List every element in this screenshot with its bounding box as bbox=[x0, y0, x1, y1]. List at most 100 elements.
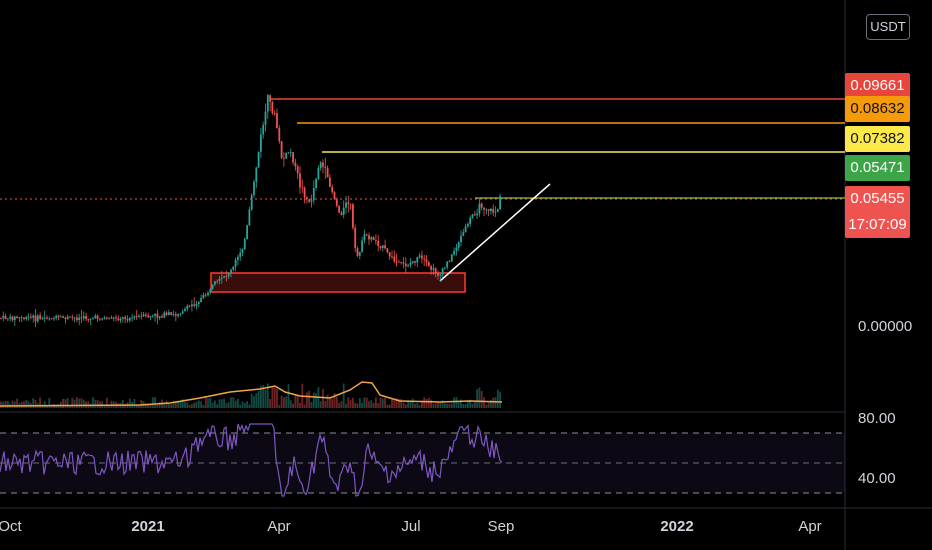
price-tag-yellow: 0.07382 bbox=[845, 126, 910, 152]
candle-body bbox=[161, 316, 163, 318]
volume-bar bbox=[299, 402, 301, 408]
trend-line[interactable] bbox=[439, 183, 551, 282]
price-tag-orange: 0.08632 bbox=[845, 96, 910, 122]
volume-bar bbox=[467, 400, 469, 408]
candle-body bbox=[204, 294, 207, 296]
volume-bar bbox=[66, 397, 69, 408]
volume-bar bbox=[214, 400, 216, 408]
volume-bar bbox=[363, 397, 366, 408]
candle-body bbox=[216, 280, 219, 282]
candle-body bbox=[57, 315, 60, 317]
candle-body bbox=[349, 204, 352, 205]
volume-bar bbox=[237, 398, 239, 408]
candle-body bbox=[140, 315, 143, 317]
candle-body bbox=[179, 313, 182, 315]
candle-body bbox=[276, 113, 278, 129]
candle-body bbox=[402, 262, 405, 264]
candle-body bbox=[80, 317, 83, 319]
x-axis-label: Oct bbox=[0, 518, 22, 535]
candle-body bbox=[427, 262, 430, 267]
candle-body bbox=[103, 317, 106, 319]
candle-body bbox=[444, 267, 446, 269]
volume-bar bbox=[262, 385, 265, 408]
candle-body bbox=[262, 124, 265, 135]
volume-bar bbox=[319, 401, 322, 408]
volume-bar bbox=[264, 389, 267, 408]
candle-body bbox=[384, 245, 386, 249]
candle-body bbox=[165, 312, 168, 315]
candle-body bbox=[372, 237, 375, 241]
volume-bar bbox=[260, 385, 262, 408]
volume-bar bbox=[473, 401, 476, 408]
candle-body bbox=[85, 316, 87, 320]
volume-bar bbox=[145, 403, 147, 408]
candle-body bbox=[191, 304, 193, 307]
currency-button[interactable]: USDT bbox=[866, 14, 910, 40]
volume-bar bbox=[283, 397, 285, 408]
volume-bar bbox=[365, 397, 368, 408]
candle-body bbox=[347, 202, 350, 205]
volume-bar bbox=[462, 404, 465, 408]
candle-body bbox=[285, 152, 288, 159]
candle-body bbox=[345, 202, 347, 208]
candle-body bbox=[361, 240, 363, 253]
candle-body bbox=[241, 249, 244, 253]
volume-bar bbox=[165, 400, 168, 408]
volume-bar bbox=[340, 401, 343, 408]
volume-bar bbox=[372, 402, 375, 408]
candle-body bbox=[73, 317, 76, 319]
volume-bar bbox=[315, 393, 317, 408]
candle-body bbox=[43, 317, 46, 319]
volume-bar bbox=[156, 404, 159, 408]
candle-body bbox=[365, 234, 368, 236]
candle-body bbox=[312, 187, 315, 201]
volume-bar bbox=[243, 403, 246, 408]
candle-body bbox=[289, 152, 292, 154]
volume-bar bbox=[140, 400, 143, 408]
volume-bar bbox=[427, 397, 430, 408]
volume-bar bbox=[184, 401, 186, 408]
candle-body bbox=[266, 95, 269, 112]
candle-body bbox=[319, 162, 322, 169]
candle-body bbox=[260, 134, 262, 152]
candle-body bbox=[227, 273, 230, 277]
candle-body bbox=[133, 316, 136, 318]
volume-bar bbox=[62, 398, 64, 408]
volume-bar bbox=[69, 404, 71, 408]
support-zone-box[interactable] bbox=[210, 272, 466, 293]
candle-body bbox=[354, 227, 357, 249]
candle-body bbox=[186, 305, 189, 309]
volume-bar bbox=[43, 401, 46, 408]
candle-body bbox=[126, 319, 129, 321]
volume-bar bbox=[25, 399, 28, 408]
candle-body bbox=[283, 157, 285, 159]
candle-body bbox=[467, 224, 469, 227]
volume-bar bbox=[368, 401, 370, 408]
candle-body bbox=[89, 319, 92, 321]
candle-body bbox=[172, 314, 175, 316]
candle-body bbox=[177, 314, 179, 316]
volume-bar bbox=[398, 398, 400, 408]
candle-body bbox=[414, 261, 416, 263]
volume-bar bbox=[273, 387, 276, 408]
candle-body bbox=[437, 273, 439, 276]
candle-body bbox=[292, 152, 294, 163]
volume-bar bbox=[20, 401, 23, 408]
candle-body bbox=[386, 248, 389, 253]
volume-bar bbox=[285, 396, 288, 408]
volume-bar bbox=[310, 402, 313, 408]
candle-body bbox=[110, 317, 113, 319]
candle-body bbox=[30, 316, 32, 318]
volume-bar bbox=[471, 403, 474, 408]
volume-bar bbox=[177, 401, 179, 408]
candle-body bbox=[460, 235, 462, 243]
x-axis-label: Sep bbox=[487, 518, 515, 535]
volume-bar bbox=[425, 398, 428, 408]
candle-body bbox=[418, 255, 421, 258]
volume-bar bbox=[289, 400, 292, 408]
volume-bar bbox=[414, 403, 416, 408]
volume-bar bbox=[225, 403, 228, 408]
volume-bar bbox=[276, 388, 278, 408]
volume-bar bbox=[7, 401, 9, 408]
